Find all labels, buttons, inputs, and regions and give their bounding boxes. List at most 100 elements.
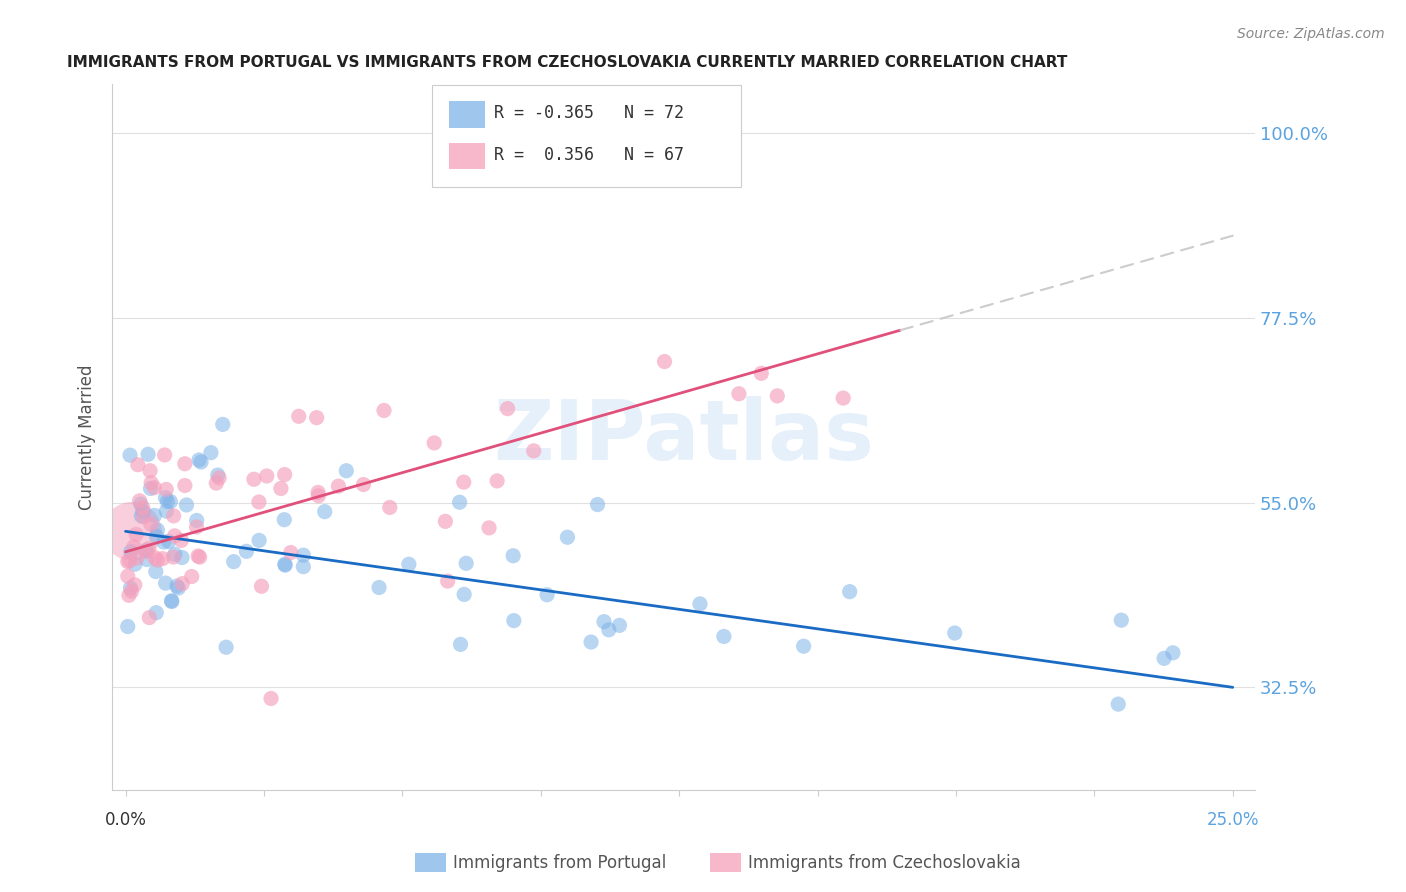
Point [689, 597, 711, 611]
Point [496, 401, 519, 416]
Point [456, 557, 478, 571]
Text: Immigrants from Portugal: Immigrants from Portugal [453, 854, 666, 871]
Point [132, 505, 155, 519]
Point [180, 569, 202, 583]
Point [170, 533, 193, 548]
Point [243, 472, 266, 486]
Point [172, 576, 194, 591]
Point [593, 615, 616, 629]
Point [832, 391, 855, 405]
Point [557, 530, 579, 544]
Point [162, 549, 184, 564]
Text: ZIPatlas: ZIPatlas [494, 396, 875, 477]
Point [125, 527, 148, 541]
Point [155, 491, 177, 505]
Point [117, 619, 139, 633]
Point [247, 495, 270, 509]
Point [118, 554, 141, 568]
Point [188, 453, 211, 467]
Point [146, 553, 169, 567]
Point [136, 447, 159, 461]
Point [793, 639, 815, 653]
Point [138, 541, 160, 556]
Point [609, 618, 631, 632]
Point [398, 558, 420, 572]
Point [145, 565, 167, 579]
Point [153, 448, 176, 462]
Point [728, 386, 751, 401]
Point [314, 505, 336, 519]
Point [502, 549, 524, 563]
Point [579, 635, 602, 649]
Point [222, 555, 245, 569]
Point [163, 508, 186, 523]
Point [378, 500, 401, 515]
Point [292, 559, 315, 574]
Text: 0.0%: 0.0% [104, 811, 146, 829]
Text: Source: ZipAtlas.com: Source: ZipAtlas.com [1237, 27, 1385, 41]
Point [434, 515, 457, 529]
Point [152, 551, 174, 566]
Point [117, 569, 139, 583]
Point [749, 367, 772, 381]
Text: R = -0.365   N = 72: R = -0.365 N = 72 [494, 104, 683, 122]
Point [423, 436, 446, 450]
Point [146, 523, 169, 537]
Point [713, 630, 735, 644]
Point [373, 403, 395, 417]
Point [160, 594, 183, 608]
Point [143, 481, 166, 495]
Point [125, 551, 148, 566]
Point [436, 574, 458, 588]
Point [155, 483, 177, 497]
Point [118, 588, 141, 602]
Point [173, 457, 195, 471]
Point [766, 389, 789, 403]
Point [1107, 697, 1129, 711]
Point [368, 581, 391, 595]
Point [135, 544, 157, 558]
Point [598, 623, 620, 637]
Point [124, 578, 146, 592]
Point [215, 640, 238, 655]
Point [207, 468, 229, 483]
Point [190, 455, 212, 469]
Point [139, 482, 162, 496]
Text: R =  0.356   N = 67: R = 0.356 N = 67 [494, 146, 683, 164]
Point [256, 469, 278, 483]
Point [155, 576, 177, 591]
Point [120, 545, 142, 559]
Point [159, 494, 181, 508]
Point [280, 545, 302, 559]
Point [156, 494, 179, 508]
Point [335, 464, 357, 478]
Text: Immigrants from Czechoslovakia: Immigrants from Czechoslovakia [748, 854, 1021, 871]
Point [307, 485, 329, 500]
Point [943, 626, 966, 640]
Point [121, 584, 143, 599]
Point [155, 504, 177, 518]
Point [132, 509, 155, 524]
Point [136, 552, 159, 566]
Point [127, 458, 149, 472]
Point [170, 550, 193, 565]
Point [523, 443, 546, 458]
Point [274, 558, 297, 573]
Point [502, 614, 524, 628]
Point [120, 581, 142, 595]
Point [1153, 651, 1175, 665]
Point [270, 482, 292, 496]
Point [486, 474, 509, 488]
Point [449, 495, 471, 509]
Point [235, 544, 257, 558]
Point [450, 637, 472, 651]
Point [157, 534, 180, 549]
Point [205, 476, 228, 491]
Point [353, 477, 375, 491]
Point [121, 524, 143, 539]
Point [200, 445, 222, 459]
Point [176, 498, 198, 512]
Point [186, 520, 208, 534]
Point [129, 497, 152, 511]
Text: 25.0%: 25.0% [1206, 811, 1258, 829]
